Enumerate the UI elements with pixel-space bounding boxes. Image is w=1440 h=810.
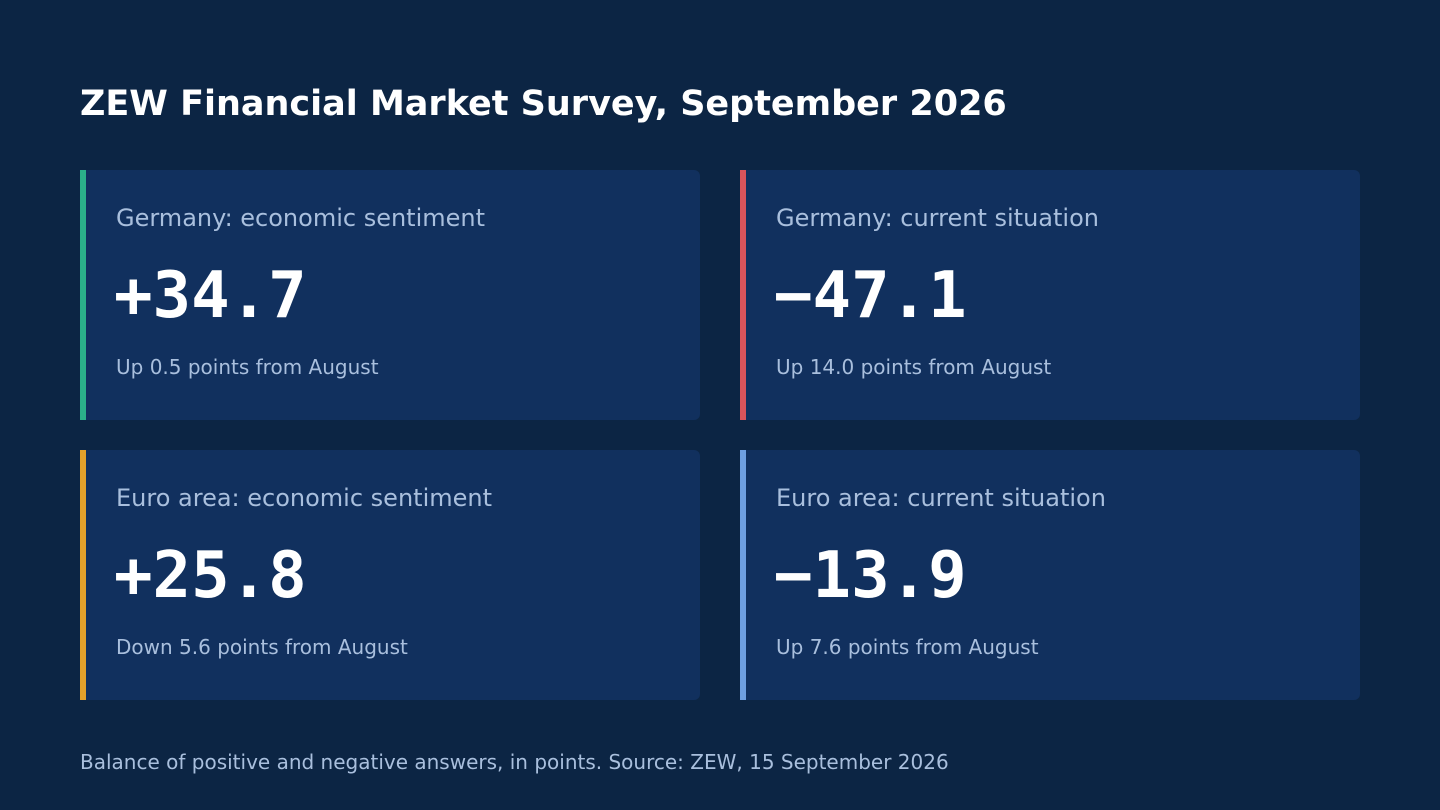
card-accent-bar: [740, 450, 746, 700]
source-footnote: Balance of positive and negative answers…: [80, 750, 949, 774]
card-change: Up 0.5 points from August: [116, 355, 379, 379]
page-title: ZEW Financial Market Survey, September 2…: [80, 84, 1007, 124]
kpi-card-euro-area-current-situation: Euro area: current situation −13.9 Up 7.…: [740, 450, 1360, 700]
card-label: Germany: economic sentiment: [116, 204, 486, 232]
card-change: Up 14.0 points from August: [776, 355, 1052, 379]
card-label: Germany: current situation: [776, 204, 1099, 232]
card-label: Euro area: economic sentiment: [116, 484, 492, 512]
card-change: Up 7.6 points from August: [776, 635, 1039, 659]
kpi-card-euro-area-economic-sentiment: Euro area: economic sentiment +25.8 Down…: [80, 450, 700, 700]
card-accent-bar: [740, 170, 746, 420]
card-value: −13.9: [774, 539, 967, 613]
kpi-card-germany-current-situation: Germany: current situation −47.1 Up 14.0…: [740, 170, 1360, 420]
card-value: −47.1: [774, 259, 967, 333]
kpi-card-germany-economic-sentiment: Germany: economic sentiment +34.7 Up 0.5…: [80, 170, 700, 420]
card-change: Down 5.6 points from August: [116, 635, 408, 659]
card-label: Euro area: current situation: [776, 484, 1106, 512]
kpi-card-grid: Germany: economic sentiment +34.7 Up 0.5…: [80, 170, 1360, 700]
card-value: +25.8: [114, 539, 307, 613]
card-accent-bar: [80, 170, 86, 420]
card-accent-bar: [80, 450, 86, 700]
card-value: +34.7: [114, 259, 307, 333]
